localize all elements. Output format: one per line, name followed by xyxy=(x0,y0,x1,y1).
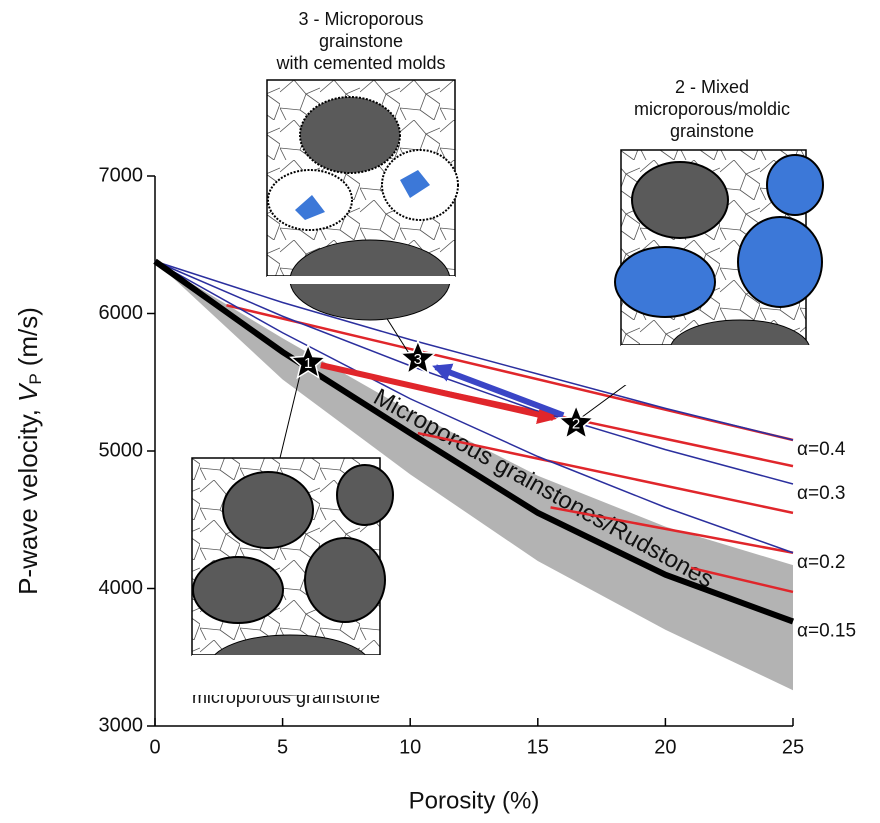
y-tick-label: 5000 xyxy=(99,439,144,461)
red-line xyxy=(690,566,794,594)
arrow xyxy=(320,362,557,424)
inset-caption: grainstone xyxy=(670,121,754,141)
y-axis-label-part: P-wave velocity, xyxy=(13,409,43,595)
series-label: α=0.15 xyxy=(797,621,856,642)
x-tick-label: 20 xyxy=(654,736,676,758)
y-tick-label: 4000 xyxy=(99,577,144,599)
inset-1 xyxy=(191,457,394,696)
x-tick-label: 0 xyxy=(149,736,160,758)
x-tick-label: 5 xyxy=(277,736,288,758)
series-line xyxy=(153,258,795,625)
y-axis-label-part: (m/s) xyxy=(13,307,43,366)
star-label: 1 xyxy=(304,355,312,372)
inset-caption: grainstone xyxy=(319,31,403,51)
y-axis-label-part: V xyxy=(13,382,43,402)
x-tick-label: 15 xyxy=(527,736,549,758)
y-axis-label-part: P xyxy=(26,373,45,384)
series-label: α=0.2 xyxy=(797,552,846,573)
x-tick-label: 10 xyxy=(399,736,421,758)
star xyxy=(557,403,596,440)
series-line xyxy=(154,260,794,441)
star xyxy=(398,338,437,375)
inset-2 xyxy=(614,149,824,385)
star-label: 2 xyxy=(572,415,580,432)
x-tick-label: 25 xyxy=(782,736,804,758)
y-tick-label: 3000 xyxy=(99,714,144,736)
series-label: α=0.4 xyxy=(797,439,846,460)
series-line xyxy=(154,260,794,485)
inset-3 xyxy=(266,79,459,321)
star xyxy=(289,343,328,380)
y-tick-label: 7000 xyxy=(99,164,144,186)
series-label: α=0.3 xyxy=(797,483,846,504)
inset-caption: 2 - Mixed xyxy=(675,77,749,97)
inset-caption: 3 - Microporous xyxy=(298,9,423,29)
series-line xyxy=(154,260,794,554)
inset-caption: with cemented molds xyxy=(275,53,445,73)
red-line xyxy=(226,304,794,442)
red-line xyxy=(417,431,794,515)
inset-caption: microporous/moldic xyxy=(634,99,790,119)
red-line xyxy=(550,506,794,554)
star-label: 3 xyxy=(414,351,422,368)
x-axis-label: Porosity (%) xyxy=(409,787,540,814)
arrow xyxy=(432,363,565,419)
y-tick-label: 6000 xyxy=(99,302,144,324)
y-axis-label: P-wave velocity, VP (m/s) xyxy=(13,307,46,595)
